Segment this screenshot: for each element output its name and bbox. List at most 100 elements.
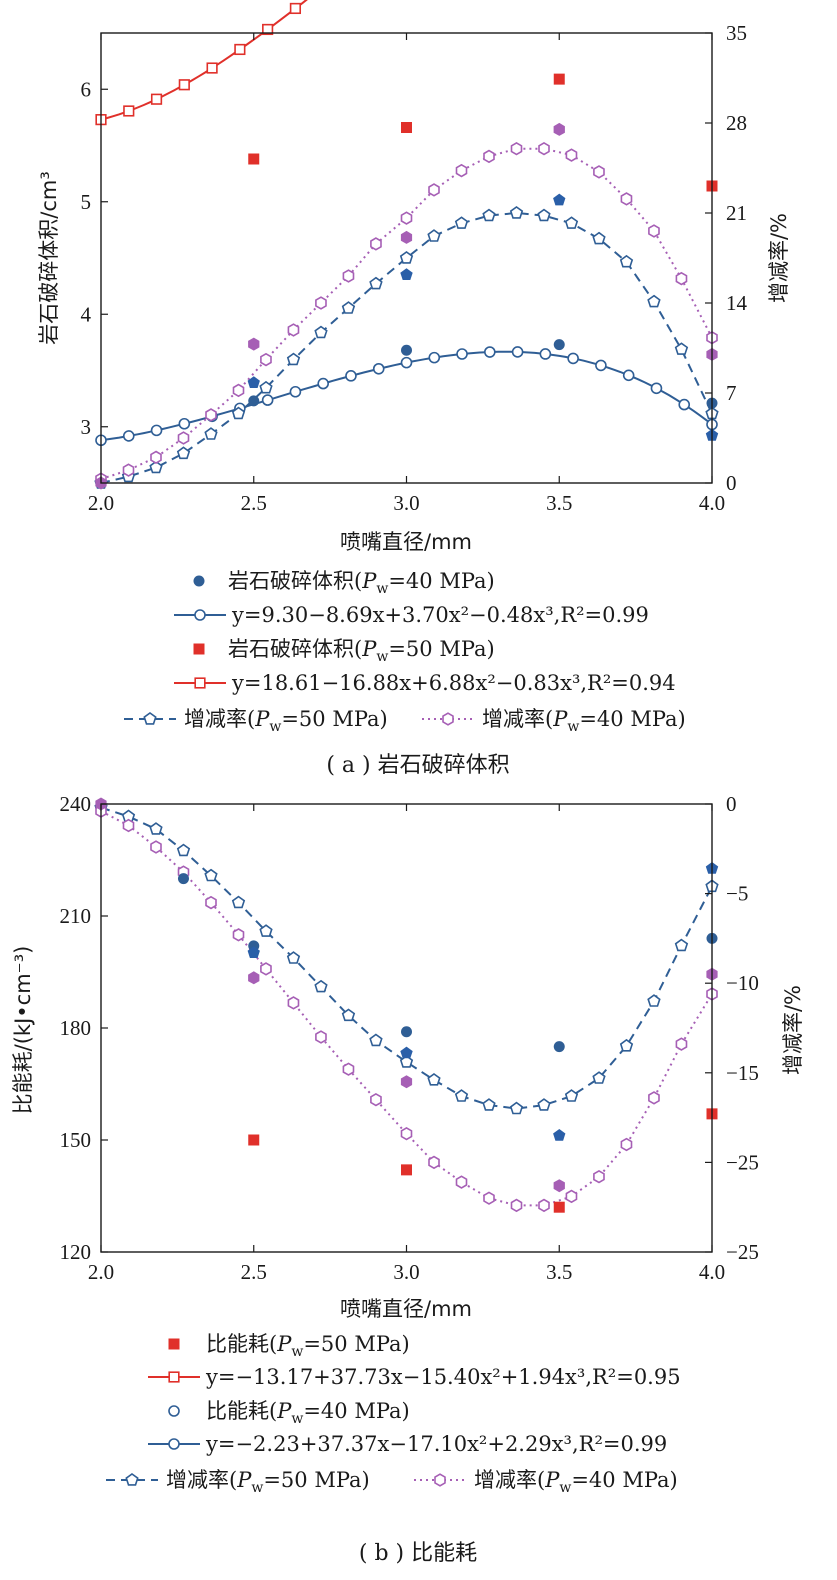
- panel-a-y2label: 增减率/%: [767, 213, 791, 303]
- panel-b-ytick-label: 180: [60, 1016, 92, 1040]
- panel-a-rate-curve-marker: [177, 431, 190, 445]
- panel-a-xlabel: 喷嘴直径/mm: [340, 530, 472, 554]
- panel-a-legend-label: 增减率(Pw=50 MPa): [184, 707, 388, 735]
- panel-b-ytick-label: 210: [60, 904, 92, 928]
- panel-b-data-point: [401, 1026, 412, 1038]
- panel-a-fit-curve-marker: [400, 356, 413, 369]
- panel-a-rate-curve-marker: [647, 294, 661, 308]
- panel-a-ytick-label: 6: [81, 77, 92, 101]
- panel-a-legend-symbol: [194, 609, 206, 621]
- panel-b-legend-label: 比能耗(Pw=50 MPa): [206, 1332, 410, 1360]
- panel-b-data-point: [247, 946, 260, 958]
- panel-b-ytick-label: 120: [60, 1240, 92, 1264]
- panel-b-rate-curve: [100, 810, 713, 1207]
- panel-b-xlabel: 喷嘴直径/mm: [340, 1297, 472, 1321]
- panel-b-rate-curve-marker: [482, 1098, 496, 1111]
- panel-a-rate-curve-marker: [510, 141, 523, 156]
- panel-a-fit-curve-marker: [484, 346, 496, 358]
- chart-panel-b: 2.0 2.5 3.0 3.5 4.0 120 150 180 210 240 0 −5 −10 −15 −…: [11, 792, 805, 1566]
- panel-a-fit-curve-marker: [345, 370, 357, 382]
- panel-b-rate-curve-marker: [427, 1073, 441, 1086]
- panel-b-rate-curve-marker: [370, 1092, 382, 1107]
- panel-b-legend-symbol: [168, 1371, 180, 1383]
- panel-a-data-point: [400, 230, 413, 244]
- panel-a-ytick-label: 3: [81, 415, 92, 439]
- panel-b-ylabel: 比能耗/(kJ•cm⁻³): [11, 946, 35, 1115]
- panel-a-legend-label: 岩石破碎体积(Pw=50 MPa): [228, 637, 495, 665]
- panel-a-rate-curve: [100, 211, 713, 484]
- panel-b-rate-curve-marker: [260, 962, 272, 976]
- panel-a-caption: ( a ) 岩石破碎体积: [326, 753, 509, 778]
- panel-a-fit-curve-marker: [678, 398, 691, 411]
- panel-a-xtick-label: 3.0: [393, 491, 419, 515]
- panel-a-ylabel: 岩石破碎体积/cm³: [37, 171, 61, 345]
- panel-a-data-point: [248, 337, 260, 351]
- panel-a-fit-curve-marker: [289, 385, 302, 398]
- panel-b-xtick-label: 2.0: [88, 1260, 114, 1284]
- panel-b-y2tick-label: 0: [726, 792, 737, 816]
- panel-a-rate-curve-marker: [675, 271, 688, 286]
- panel-b-legend-symbol: [434, 1473, 446, 1487]
- panel-a-fit-curve-marker: [234, 43, 246, 56]
- panel-a-rate-curve-marker: [204, 427, 218, 440]
- panel-a-fit-curve-marker: [123, 105, 135, 117]
- panel-b-rate-curve-marker: [342, 1062, 355, 1076]
- panel-a-y2tick-label: 14: [726, 291, 748, 315]
- panel-a-rate-curve-marker: [149, 460, 163, 474]
- panel-b-xtick-label: 3.5: [546, 1260, 572, 1284]
- panel-b-rate-curve-marker: [620, 1137, 633, 1152]
- panel-a-legend-symbol: [143, 712, 157, 725]
- panel-a-rate-curve-marker: [287, 323, 300, 337]
- panel-b-rate-curve-marker: [454, 1089, 469, 1102]
- panel-a-fit-curve: [100, 0, 308, 121]
- panel-a-fit-curve-marker: [372, 362, 385, 375]
- panel-b-legend-label: 增减率(Pw=50 MPa): [166, 1468, 370, 1496]
- panel-b-legend-symbol: [125, 1473, 139, 1486]
- panel-b-rate-curve-marker: [314, 979, 328, 993]
- panel-a-fit-curve-marker: [539, 348, 552, 360]
- panel-a-rate-curve-marker: [205, 408, 217, 422]
- panel-b-y2tick-label: −5: [726, 882, 748, 906]
- chart-panel-a: 2.0 2.5 3.0 3.5 4.0 3 4 5 6 0 7 14 21 28 35 喷嘴直径/mm 岩石…: [37, 0, 791, 778]
- panel-b-xtick-label: 4.0: [699, 1260, 725, 1284]
- panel-a-rate-curve-marker: [619, 254, 634, 268]
- panel-b-legend-label: y=−13.17+37.73x−15.40x²+1.94x³,R²=0.95: [205, 1365, 681, 1389]
- panel-b-rate-curve-marker: [592, 1071, 606, 1084]
- panel-a-fit-curve-marker: [650, 382, 663, 395]
- panel-a-data-point: [400, 268, 413, 280]
- panel-b-caption: ( b ) 比能耗: [359, 1541, 477, 1566]
- panel-a-marks: [94, 0, 719, 490]
- panel-a-rate-curve-marker: [648, 224, 660, 238]
- panel-a-fit-curve-marker: [262, 23, 274, 36]
- panel-a-rate-curve-marker: [260, 352, 272, 367]
- panel-a-rate-curve-marker: [674, 342, 689, 355]
- panel-a-data-point: [553, 73, 565, 85]
- panel-b-data-point: [177, 873, 189, 885]
- panel-a-xtick-label: 2.5: [241, 491, 267, 515]
- panel-b-data-point: [248, 1134, 260, 1146]
- panel-a-rate-curve-marker: [341, 301, 356, 314]
- panel-a-rate-curve-marker: [400, 211, 413, 225]
- panel-a-ytick-label: 4: [81, 302, 92, 326]
- panel-a-rate-curve-marker: [537, 208, 551, 222]
- panel-b-data-point: [553, 1129, 566, 1141]
- panel-a-y2tick-label: 21: [726, 201, 747, 225]
- panel-a-rate-curve-marker: [454, 216, 469, 229]
- panel-a-xtick-label: 3.5: [546, 491, 572, 515]
- panel-a-legend-label: y=18.61−16.88x+6.88x²−0.83x³,R²=0.94: [231, 671, 676, 695]
- panel-a-fit-curve-marker: [178, 417, 191, 430]
- panel-a-rate-curve-marker: [565, 148, 578, 162]
- panel-a-ytick-label: 5: [81, 190, 92, 214]
- panel-a-rate-curve-marker: [150, 450, 162, 465]
- panel-b-rate-curve-marker: [648, 1091, 660, 1105]
- panel-b-rate-curve-marker: [619, 1038, 634, 1052]
- panel-a-fit-curve-marker: [456, 348, 468, 360]
- panel-a-data-point: [248, 153, 260, 165]
- panel-b-rate-curve-marker: [564, 1089, 579, 1102]
- panel-a-fit-curve-marker: [178, 79, 190, 91]
- panel-b-rate-curve-marker: [341, 1008, 356, 1022]
- panel-b-data-point: [553, 1041, 565, 1053]
- panel-a-y2tick-label: 28: [726, 111, 747, 135]
- panel-a-rate-curve-marker: [509, 206, 524, 219]
